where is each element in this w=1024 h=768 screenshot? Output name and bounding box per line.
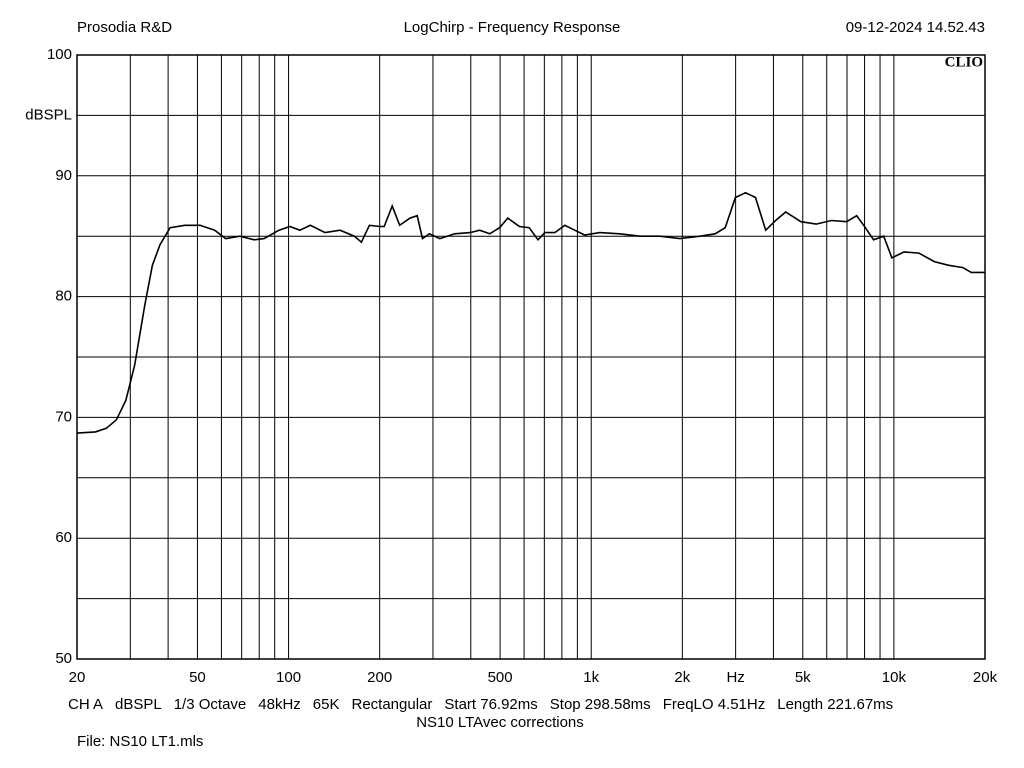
header-left: Prosodia R&D xyxy=(77,19,172,36)
y-tick-label: 70 xyxy=(55,408,72,425)
x-tick-label: 500 xyxy=(488,669,513,686)
footer-setting: Stop 298.58ms xyxy=(549,696,651,713)
y-tick-label: dBSPL xyxy=(25,106,72,123)
footer-setting: Start 76.92ms xyxy=(444,696,538,713)
x-tick-label: 200 xyxy=(367,669,392,686)
footer-setting: dBSPL xyxy=(115,696,162,713)
footer-setting: Rectangular xyxy=(351,696,433,713)
brand: CLIO xyxy=(945,54,983,70)
x-tick-label: 2k xyxy=(674,669,690,686)
x-tick-label: 20 xyxy=(69,669,86,686)
chart: Prosodia R&D LogChirp - Frequency Respon… xyxy=(25,19,998,686)
y-tick-label: 80 xyxy=(55,288,72,305)
x-tick-label: 5k xyxy=(795,669,811,686)
chart-title: LogChirp - Frequency Response xyxy=(404,19,621,36)
y-tick-label: 60 xyxy=(55,529,72,546)
y-tick-label: 100 xyxy=(47,46,72,63)
x-tick-label: 10k xyxy=(882,669,907,686)
x-tick-label: Hz xyxy=(726,669,744,686)
footer-setting: CH A xyxy=(68,696,104,713)
footer-settings: CH A dBSPL 1/3 Octave 48kHz 65K Rectangular St… xyxy=(68,696,893,713)
response-curve xyxy=(76,191,985,434)
footer-setting: 48kHz xyxy=(258,696,301,713)
x-tick-label: 50 xyxy=(189,669,206,686)
plot-frame xyxy=(76,54,986,660)
footer-file: File: NS10 LT1.mls xyxy=(77,733,204,750)
footer-setting: FreqLO 4.51Hz xyxy=(662,696,766,713)
footer-note: NS10 LTAvec corrections xyxy=(416,714,584,731)
x-tick-label: 100 xyxy=(276,669,301,686)
y-tick-label: 90 xyxy=(55,167,72,184)
x-tick-label: 20k xyxy=(973,669,998,686)
footer-setting: 65K xyxy=(312,696,340,713)
header-right: 09-12-2024 14.52.43 xyxy=(846,19,985,36)
x-tick-label: 1k xyxy=(583,669,599,686)
footer-setting: 1/3 Octave xyxy=(173,696,247,713)
footer-setting: Length 221.67ms xyxy=(777,696,894,713)
y-tick-label: 50 xyxy=(55,650,72,667)
